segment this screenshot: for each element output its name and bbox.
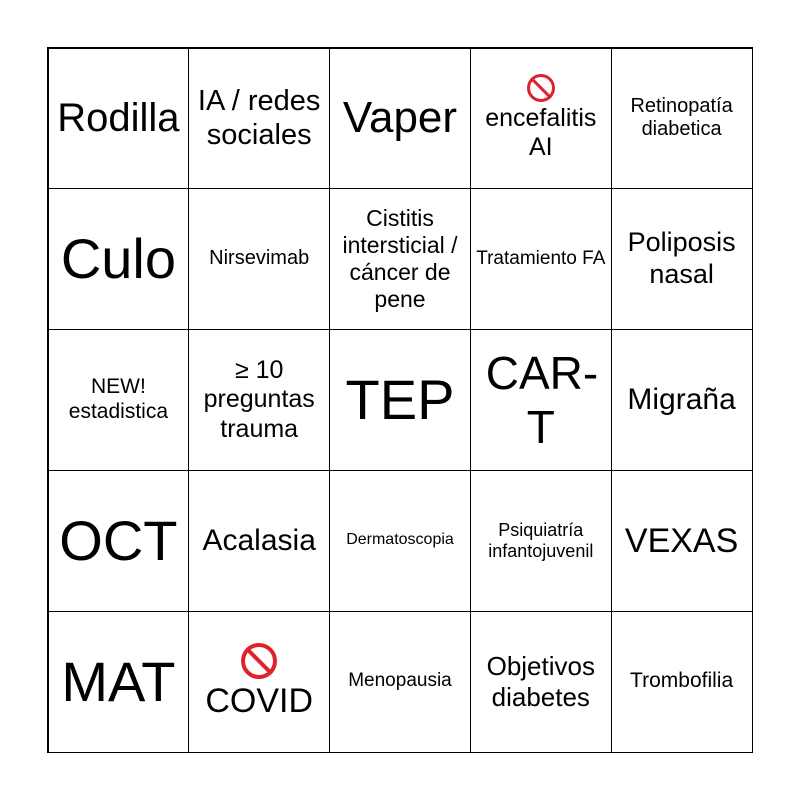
bingo-cell-label: Retinopatía diabetica [630, 94, 733, 141]
bingo-cell[interactable]: Tratamiento FA [469, 188, 612, 331]
bingo-cell-label: Culo [60, 227, 176, 291]
bingo-cell[interactable]: NEW! estadistica [47, 329, 190, 471]
bingo-cell[interactable]: Poliposis nasal [610, 188, 753, 331]
bingo-cell-label: Rodilla [57, 95, 180, 140]
bingo-cell[interactable]: MAT [47, 610, 190, 753]
bingo-cell[interactable]: COVID [188, 610, 331, 753]
bingo-cell-label: CAR-T [485, 346, 599, 453]
bingo-cell[interactable]: Culo [47, 188, 190, 331]
bingo-cell[interactable]: Nirsevimab [188, 188, 331, 331]
bingo-cell-label: COVID [205, 681, 314, 720]
bingo-cell[interactable]: Acalasia [188, 469, 331, 612]
bingo-cell-label: Tratamiento FA [476, 247, 606, 269]
bingo-cell-label: Acalasia [202, 524, 316, 558]
bingo-cell-label: IA / redes sociales [197, 85, 321, 152]
bingo-cell[interactable]: IA / redes sociales [188, 47, 331, 190]
bingo-cell-label: Trombofilia [630, 669, 734, 693]
bingo-cell[interactable]: Menopausia [329, 610, 471, 753]
bingo-cell-label: Vaper [342, 93, 458, 143]
bingo-cell-label: Nirsevimab [209, 247, 310, 270]
bingo-cell-label: MAT [61, 649, 176, 713]
bingo-cell-label: ≥ 10 preguntas trauma [203, 355, 315, 443]
bingo-cell-label: Migraña [627, 383, 736, 417]
bingo-cell[interactable]: ≥ 10 preguntas trauma [188, 329, 331, 471]
bingo-cell-label: Objetivos diabetes [486, 650, 595, 712]
bingo-cell[interactable]: CAR-T [469, 329, 612, 471]
bingo-card: Rodilla IA / redes sociales Vaper encefalit… [47, 47, 753, 753]
bingo-cell-label: Menopausia [348, 670, 452, 692]
bingo-cell-label: Cistitis intersticial / cáncer de pene [342, 204, 458, 313]
prohibited-icon [526, 73, 555, 102]
bingo-cell[interactable]: Cistitis intersticial / cáncer de pene [329, 188, 471, 331]
bingo-cell[interactable]: encefalitis AI [469, 47, 612, 190]
bingo-cell[interactable]: OCT [47, 469, 190, 612]
prohibited-icon [241, 642, 278, 679]
bingo-cell-label: encefalitis AI [485, 103, 597, 162]
bingo-cell-label: VEXAS [624, 521, 739, 560]
bingo-cell-label: Poliposis nasal [627, 227, 736, 290]
bingo-cell[interactable]: Dermatoscopia [329, 469, 471, 612]
bingo-cell-label: TEP [345, 367, 455, 431]
bingo-cell[interactable]: Rodilla [47, 47, 190, 190]
bingo-cell[interactable]: Migraña [610, 329, 753, 471]
bingo-cell[interactable]: VEXAS [610, 469, 753, 612]
bingo-cell[interactable]: Objetivos diabetes [469, 610, 612, 753]
bingo-cell[interactable]: Trombofilia [610, 610, 753, 753]
bingo-cell-label: NEW! estadistica [68, 375, 168, 423]
bingo-cell-label: Dermatoscopia [346, 531, 454, 549]
bingo-cell-label: Psiquiatría infantojuvenil [488, 519, 594, 561]
bingo-cell[interactable]: Vaper [329, 47, 471, 190]
bingo-cell[interactable]: Psiquiatría infantojuvenil [469, 469, 612, 612]
bingo-cell[interactable]: TEP [329, 329, 471, 471]
bingo-cell-label: OCT [59, 508, 178, 572]
bingo-cell[interactable]: Retinopatía diabetica [610, 47, 753, 190]
